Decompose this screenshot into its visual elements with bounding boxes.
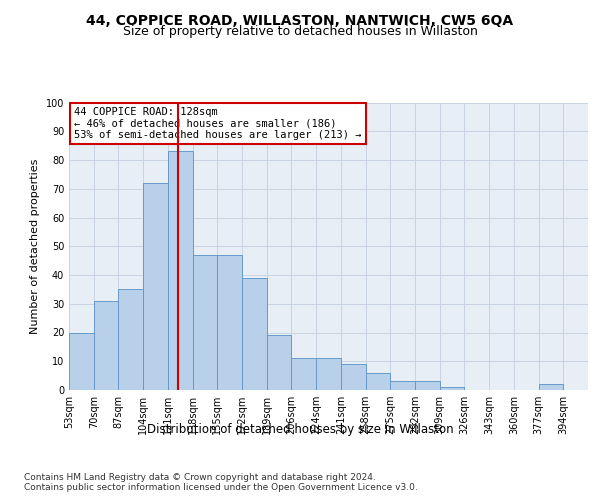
- Bar: [217, 255, 242, 390]
- Bar: [415, 382, 440, 390]
- Bar: [440, 387, 464, 390]
- Text: 44, COPPICE ROAD, WILLASTON, NANTWICH, CW5 6QA: 44, COPPICE ROAD, WILLASTON, NANTWICH, C…: [86, 14, 514, 28]
- Text: Size of property relative to detached houses in Willaston: Size of property relative to detached ho…: [122, 25, 478, 38]
- Bar: [94, 301, 118, 390]
- Bar: [242, 278, 267, 390]
- Y-axis label: Number of detached properties: Number of detached properties: [30, 158, 40, 334]
- Text: 44 COPPICE ROAD: 128sqm
← 46% of detached houses are smaller (186)
53% of semi-d: 44 COPPICE ROAD: 128sqm ← 46% of detache…: [74, 107, 362, 140]
- Bar: [118, 290, 143, 390]
- Bar: [390, 382, 415, 390]
- Text: Distribution of detached houses by size in Willaston: Distribution of detached houses by size …: [146, 422, 454, 436]
- Text: Contains HM Land Registry data © Crown copyright and database right 2024.
Contai: Contains HM Land Registry data © Crown c…: [24, 472, 418, 492]
- Bar: [193, 255, 217, 390]
- Bar: [341, 364, 365, 390]
- Bar: [316, 358, 341, 390]
- Bar: [69, 332, 94, 390]
- Bar: [267, 336, 292, 390]
- Bar: [539, 384, 563, 390]
- Bar: [143, 183, 168, 390]
- Bar: [292, 358, 316, 390]
- Bar: [168, 152, 193, 390]
- Bar: [365, 373, 390, 390]
